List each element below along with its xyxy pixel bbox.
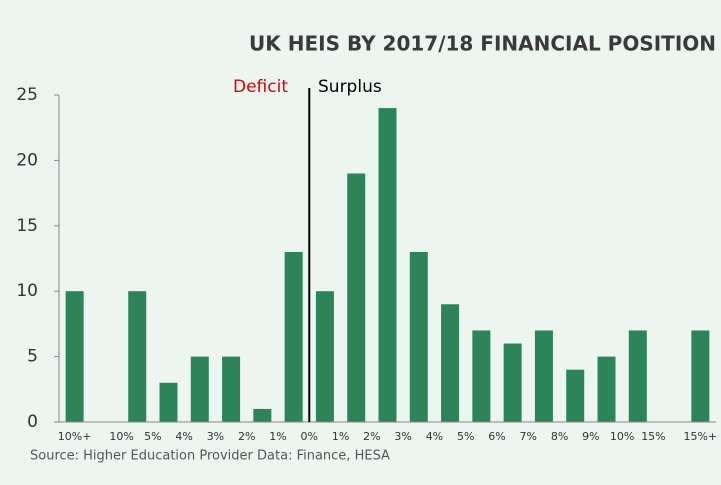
bar (65, 291, 84, 422)
annotation: Deficit (233, 77, 288, 97)
bar (159, 382, 178, 422)
bar (347, 173, 366, 422)
x-tick-label: 4% (175, 430, 192, 443)
annotation: Surplus (318, 77, 382, 97)
y-tick-label: 25 (16, 85, 38, 105)
y-tick-label: 10 (16, 281, 38, 301)
x-tick-label: 15% (641, 430, 665, 443)
x-tick-label: 2% (238, 430, 255, 443)
bar (222, 356, 241, 422)
x-tick-label: 8% (551, 430, 568, 443)
bar (597, 356, 616, 422)
x-tick-label: 9% (582, 430, 599, 443)
x-tick-label: 5% (144, 430, 161, 443)
x-tick-label: 7% (520, 430, 537, 443)
x-tick-label: 10% (109, 430, 133, 443)
x-tick-label: 1% (269, 430, 286, 443)
bar (284, 251, 303, 422)
x-tick-label: 5% (457, 430, 474, 443)
y-tick-label: 0 (27, 412, 38, 432)
y-tick-label: 5 (27, 347, 38, 367)
x-tick-label: 1% (332, 430, 349, 443)
x-tick-label: 15%+ (684, 430, 718, 443)
bar (378, 108, 397, 422)
x-tick-label: 10%+ (58, 430, 92, 443)
x-tick-label: 4% (426, 430, 443, 443)
x-tick-label: 3% (394, 430, 411, 443)
x-tick-label: 3% (207, 430, 224, 443)
bar (628, 330, 647, 422)
x-tick-label: 6% (488, 430, 505, 443)
bar (190, 356, 209, 422)
chart-title: UK HEIS BY 2017/18 FINANCIAL POSITION (249, 32, 716, 56)
y-tick-label: 20 (16, 150, 38, 170)
bar (691, 330, 710, 422)
bar (409, 251, 428, 422)
x-tick-label: 0% (301, 430, 318, 443)
bar (472, 330, 491, 422)
x-tick-label: 10% (610, 430, 634, 443)
bar (503, 343, 522, 422)
bar (566, 369, 585, 422)
bar (253, 408, 272, 422)
y-tick-label: 15 (16, 216, 38, 236)
bar (441, 304, 460, 422)
bar (128, 291, 147, 422)
x-tick-label: 2% (363, 430, 380, 443)
source: Source: Higher Education Provider Data: … (30, 449, 390, 464)
bar (315, 291, 334, 422)
bar (534, 330, 553, 422)
